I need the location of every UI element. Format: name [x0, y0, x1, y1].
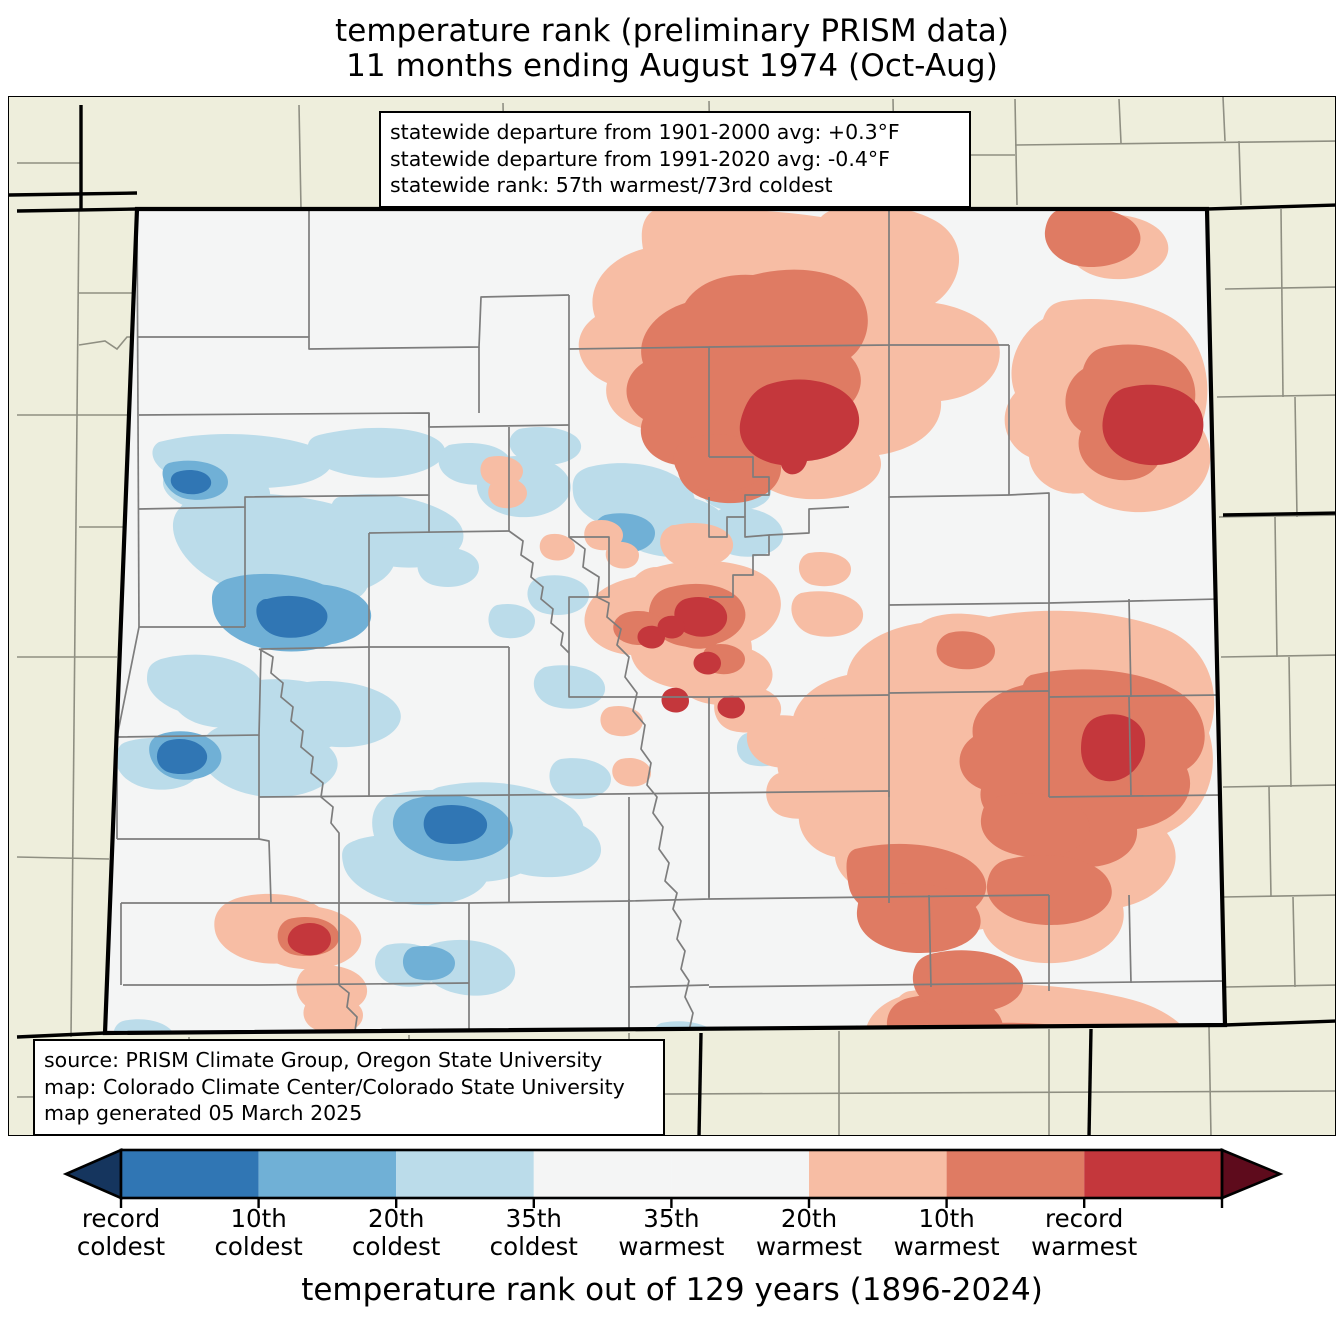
- colorbar-swatch-over: [1220, 1148, 1284, 1200]
- state-interior: [105, 209, 1225, 1033]
- colorbar-label-20th-coldest: 20th coldest: [311, 1204, 481, 1262]
- stats-departure-1901-2000: statewide departure from 1901-2000 avg: …: [390, 120, 900, 144]
- statewide-stats-box: statewide departure from 1901-2000 avg: …: [379, 111, 971, 208]
- colorbar-label-record-coldest-bottom: coldest: [76, 1232, 166, 1262]
- colorbar-label-20th-warmest-bottom: warmest: [755, 1232, 862, 1262]
- colorado-temperature-rank-map: [9, 97, 1335, 1135]
- source-map-line: map: Colorado Climate Center/Colorado St…: [44, 1074, 625, 1099]
- colorbar-swatch-10th-coldest: [121, 1150, 259, 1198]
- title-line-2: 11 months ending August 1974 (Oct-Aug): [346, 48, 998, 85]
- colorbar-label-10th-warmest: 10th warmest: [862, 1204, 1032, 1262]
- colorbar-label-35th-warmest-bottom: warmest: [618, 1232, 725, 1262]
- colorbar-label-35th-coldest-top: 35th: [505, 1204, 562, 1233]
- source-prism-line: source: PRISM Climate Group, Oregon Stat…: [44, 1048, 603, 1072]
- warm-anomaly-layer: [214, 209, 1215, 1033]
- colorbar-labels: record coldest 10th coldest 20th coldest…: [0, 1204, 1344, 1267]
- colorbar-label-35th-warmest-top: 35th: [643, 1204, 700, 1233]
- colorbar-label-35th-warmest: 35th warmest: [586, 1204, 756, 1262]
- colorbar-label-10th-coldest-bottom: coldest: [214, 1232, 303, 1262]
- colorado-state-outline: [102, 206, 1228, 1036]
- class-10th-coldest: [156, 470, 488, 845]
- page-title: temperature rank (preliminary PRISM data…: [0, 13, 1344, 85]
- colorbar-label-record-coldest-top: record: [81, 1204, 161, 1233]
- colorbar-label-record-warmest: record warmest: [999, 1204, 1169, 1262]
- colorbar-swatch-neutral-cold: [533, 1150, 672, 1198]
- colorbar-svg: [62, 1148, 1284, 1208]
- colorbar-swatch-10th-warmest: [1084, 1150, 1222, 1198]
- map-panel: statewide departure from 1901-2000 avg: …: [8, 96, 1336, 1136]
- colorbar-label-20th-warmest-top: 20th: [780, 1204, 838, 1233]
- colorbar-label-35th-coldest: 35th coldest: [449, 1204, 619, 1262]
- colorbar-label-10th-coldest: 10th coldest: [174, 1204, 344, 1262]
- stats-departure-1991-2020: statewide departure from 1991-2020 avg: …: [390, 146, 890, 171]
- colorbar-label-record-coldest: record coldest: [36, 1204, 206, 1262]
- title-line-1: temperature rank (preliminary PRISM data…: [334, 13, 1010, 49]
- colorbar: [0, 1142, 1344, 1208]
- colorbar-swatch-20th-coldest: [258, 1150, 397, 1198]
- colorbar-label-20th-warmest: 20th warmest: [724, 1204, 894, 1262]
- colorbar-label-record-warmest-top: record: [1045, 1204, 1124, 1233]
- colorbar-label-10th-coldest-top: 10th: [230, 1204, 287, 1233]
- stats-statewide-rank: statewide rank: 57th warmest/73rd coldes…: [390, 173, 833, 198]
- colorbar-label-35th-coldest-bottom: coldest: [489, 1232, 578, 1262]
- colorbar-swatch-35th-coldest: [396, 1150, 534, 1198]
- colorbar-label-10th-warmest-bottom: warmest: [893, 1232, 1000, 1262]
- colorbar-swatch-35th-warmest: [809, 1150, 947, 1198]
- colorbar-label-20th-coldest-top: 20th: [368, 1204, 425, 1233]
- colorbar-ticks: [119, 1198, 1224, 1208]
- colorbar-swatch-under: [62, 1148, 123, 1200]
- colorbar-label-record-warmest-bottom: warmest: [1031, 1232, 1138, 1262]
- colorbar-swatch-neutral-warm: [671, 1150, 809, 1198]
- neighbor-state-borders: [9, 105, 1335, 1135]
- colorado-county-borders: [116, 209, 1224, 1033]
- colorbar-caption: temperature rank out of 129 years (1896-…: [301, 1272, 1043, 1308]
- colorbar-label-10th-warmest-top: 10th: [918, 1204, 975, 1233]
- source-generated-line: map generated 05 March 2025: [44, 1101, 363, 1126]
- colorbar-label-20th-coldest-bottom: coldest: [352, 1232, 441, 1262]
- source-credits-box: source: PRISM Climate Group, Oregon Stat…: [33, 1039, 665, 1135]
- colorbar-swatch-20th-warmest: [946, 1150, 1085, 1198]
- class-10th-warmest: [287, 379, 1204, 956]
